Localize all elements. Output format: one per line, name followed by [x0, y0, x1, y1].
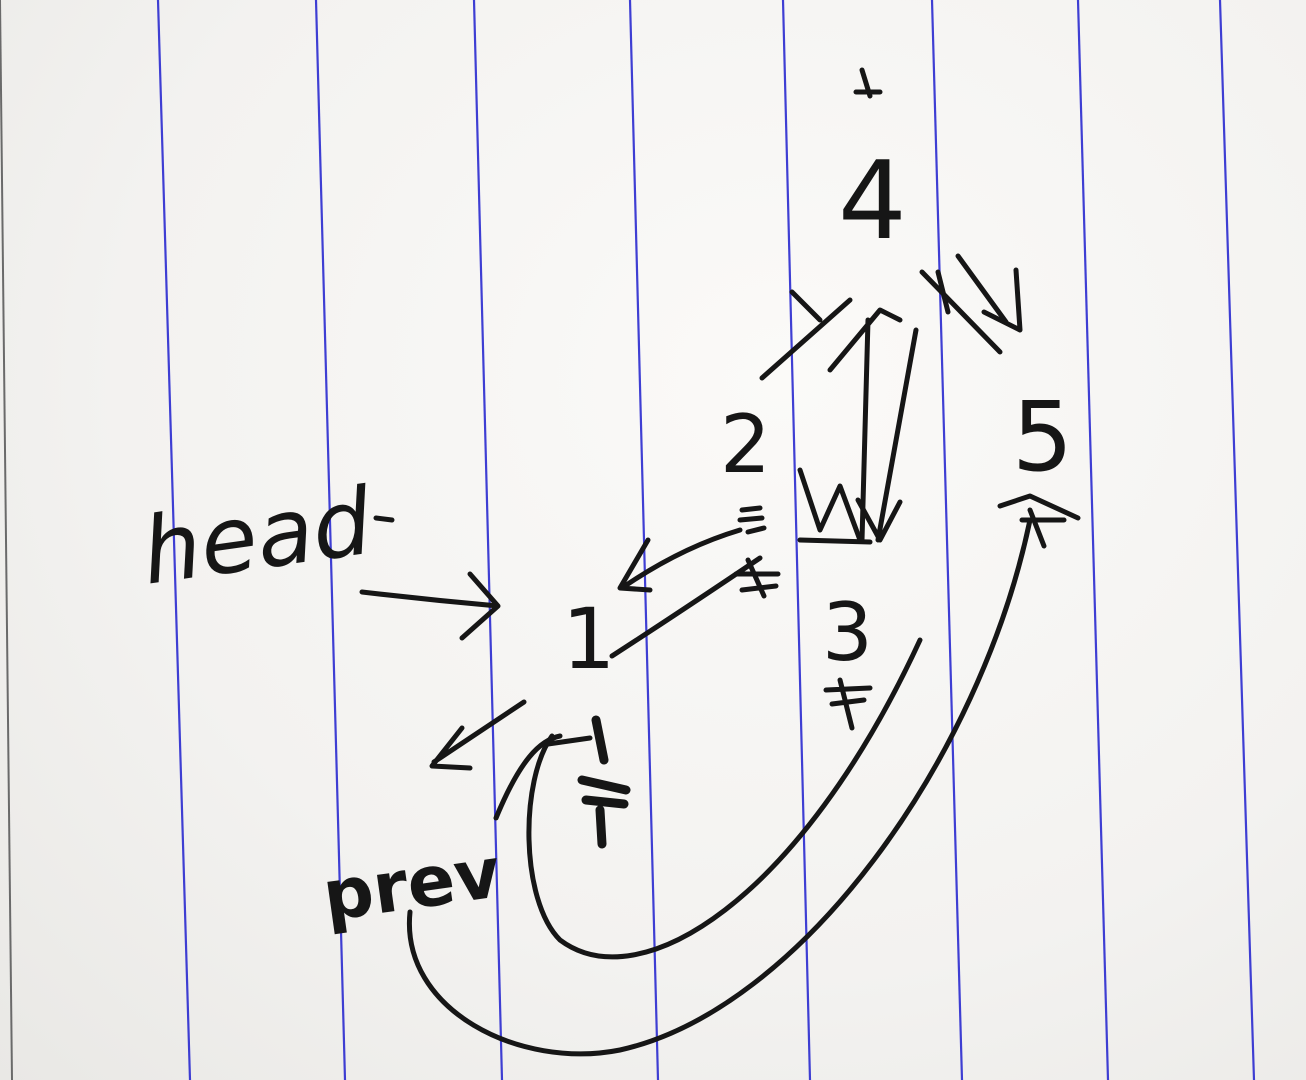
edge-4-to-5 — [919, 267, 1023, 355]
rule-line — [930, 0, 964, 1080]
node-3-scribble — [797, 467, 873, 545]
curve-1-to-3 — [526, 637, 923, 960]
ink-strokes — [359, 67, 1081, 1057]
node-2-label: 2 — [720, 398, 771, 491]
star-mark — [823, 677, 873, 731]
node-2-ticks — [737, 505, 767, 535]
ruled-lines — [156, 0, 1256, 1080]
node-4-label: 4 — [838, 139, 907, 264]
rule-line — [781, 0, 812, 1080]
page-edge — [0, 0, 13, 1080]
head-arrow — [359, 571, 501, 641]
node-1-label: 1 — [562, 590, 615, 688]
ink-mark — [853, 67, 883, 99]
curve-1-to-3 — [493, 733, 593, 821]
edge-2-to-1 — [609, 527, 763, 659]
edge-4-to-3 — [827, 307, 903, 543]
edge-1-to-prev — [429, 699, 527, 771]
rule-line — [472, 0, 504, 1080]
node-3-label: 3 — [822, 586, 873, 679]
edge-4-to-5 — [935, 253, 1009, 325]
curve-prev-to-5 — [406, 493, 1081, 1057]
rule-line — [314, 0, 347, 1080]
edge-4-to-2 — [759, 289, 853, 381]
star-mark — [733, 557, 781, 599]
rule-line — [1076, 0, 1110, 1080]
edge-4-to-3 — [855, 327, 919, 543]
node-5-label: 5 — [1012, 381, 1073, 493]
rule-line — [156, 0, 192, 1080]
rule-line — [628, 0, 660, 1080]
node-1-mark — [577, 715, 631, 849]
rule-line — [1218, 0, 1256, 1080]
ink-mark — [373, 515, 395, 523]
